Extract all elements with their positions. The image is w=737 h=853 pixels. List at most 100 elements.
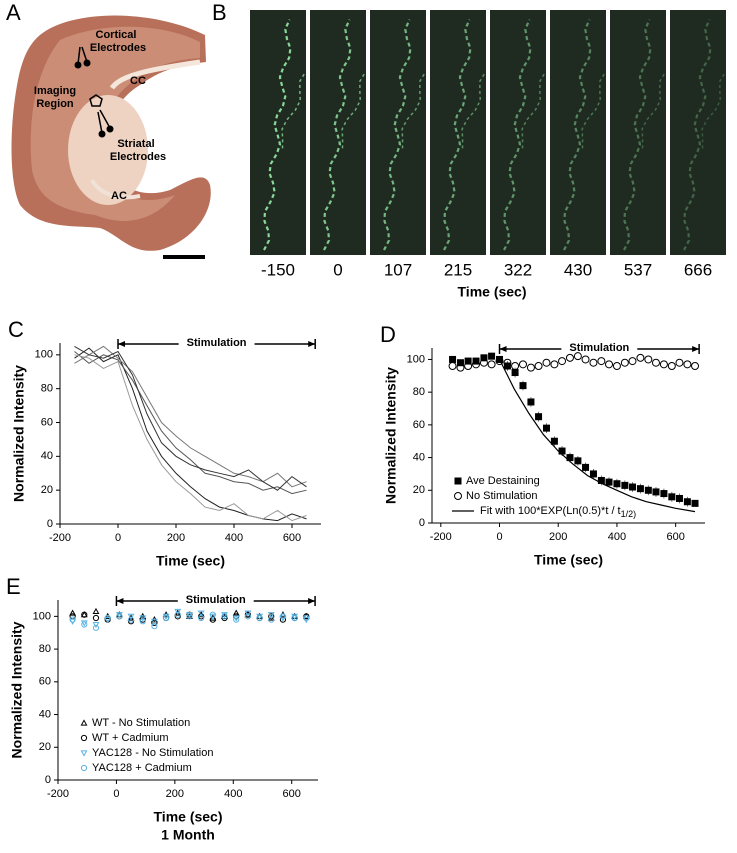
marker [589,470,597,478]
marker [667,361,676,370]
y-tick-label: 40 [39,708,51,720]
marker [636,485,644,493]
x-tick-label: 200 [549,531,567,543]
marker [621,481,629,489]
x-tick-label: -200 [430,531,452,543]
marker [232,615,240,622]
marker [535,413,543,421]
x-tick-label: 0 [115,532,121,544]
x-tick-label: 400 [225,532,243,544]
data-line [74,351,307,495]
marker [256,613,264,620]
marker [589,358,598,367]
fluorescent-terminals [503,19,532,251]
label: Imaging [34,85,76,97]
marker [582,463,590,471]
frame-time: 107 [384,260,412,279]
marker [244,613,251,620]
marker [139,615,147,622]
data-line [74,345,307,488]
electrode-tip [83,59,91,67]
x-axis-title: Time (sec) [534,552,603,568]
annotation-text: Stimulation [186,594,246,606]
fluorescent-branch [281,71,307,149]
marker [454,477,462,485]
marker [511,361,520,370]
marker [115,612,123,619]
marker [92,607,100,615]
marker [464,361,473,370]
marker [550,437,558,445]
electrode-tip [74,61,82,69]
marker [683,498,691,506]
legend-label: WT - No Stimulation [92,717,190,729]
arrowhead [308,341,316,347]
frame-time: 537 [624,260,652,279]
image-frame [250,10,306,255]
marker [597,476,605,484]
marker [127,613,135,620]
legend-text: Ave Destaining [466,475,540,487]
legend-label: WT + Cadmium [92,732,169,744]
marker [519,382,527,390]
x-tick-label: 0 [113,788,119,800]
marker [186,613,193,620]
marker [503,358,512,367]
label: Region [36,98,74,110]
frame-time: 430 [564,260,592,279]
corpus-callosum [109,59,201,90]
fluorescent-branch [581,71,607,149]
marker [291,614,298,622]
marker [565,353,574,362]
x-axis-title: Time (sec) [458,284,527,300]
x-axis-title: Time (sec) [156,553,225,569]
y-tick-label: 20 [413,484,425,496]
arrowhead [692,346,700,352]
marker [597,357,606,366]
electrode-tip [106,125,114,133]
y-tick-label: 80 [39,643,51,655]
legend-text: WT - No Stimulation [92,717,190,729]
legend-label: YAC128 + Cadmium [92,762,192,774]
y-tick-label: 40 [41,450,53,462]
marker [487,360,496,369]
image-frame [490,10,546,255]
y-tick-label: 0 [419,517,425,529]
marker [268,616,275,623]
legend-text: No Stimulation [466,490,538,502]
data-line [74,347,307,522]
y-tick-label: 0 [45,774,51,786]
marker [92,624,100,631]
y-axis-title: Normalized Intensity [11,365,27,502]
frame-time: 215 [444,260,472,279]
marker [660,490,668,498]
legend-text: YAC128 + Cadmium [92,762,192,774]
marker [449,355,457,363]
marker [150,618,158,625]
marker [479,358,488,367]
marker [542,424,550,432]
x-tick-label: 600 [283,532,301,544]
label: Electrodes [110,151,166,163]
marker [186,612,193,619]
x-tick-label: 200 [166,788,184,800]
marker [526,363,535,372]
legend-text: Fit with 100*EXP(Ln(0.5)*t / t [480,505,621,517]
fluorescent-terminals [323,19,352,251]
x-axis-title: Time (sec) [154,809,223,825]
marker [644,355,653,364]
marker [162,613,170,620]
arrowhead [499,346,507,352]
marker [81,621,88,628]
legend-text: WT + Cadmium [92,732,169,744]
legend-label: YAC128 - No Stimulation [92,747,213,759]
y-axis-title: Normalized Intensity [9,621,25,758]
marker [652,488,660,496]
marker [495,357,504,366]
legend-label: No Stimulation [466,490,538,502]
y-tick-label: 80 [413,386,425,398]
y-tick-label: 60 [413,419,425,431]
image-frame [550,10,606,255]
marker [92,614,100,622]
marker [116,613,123,620]
